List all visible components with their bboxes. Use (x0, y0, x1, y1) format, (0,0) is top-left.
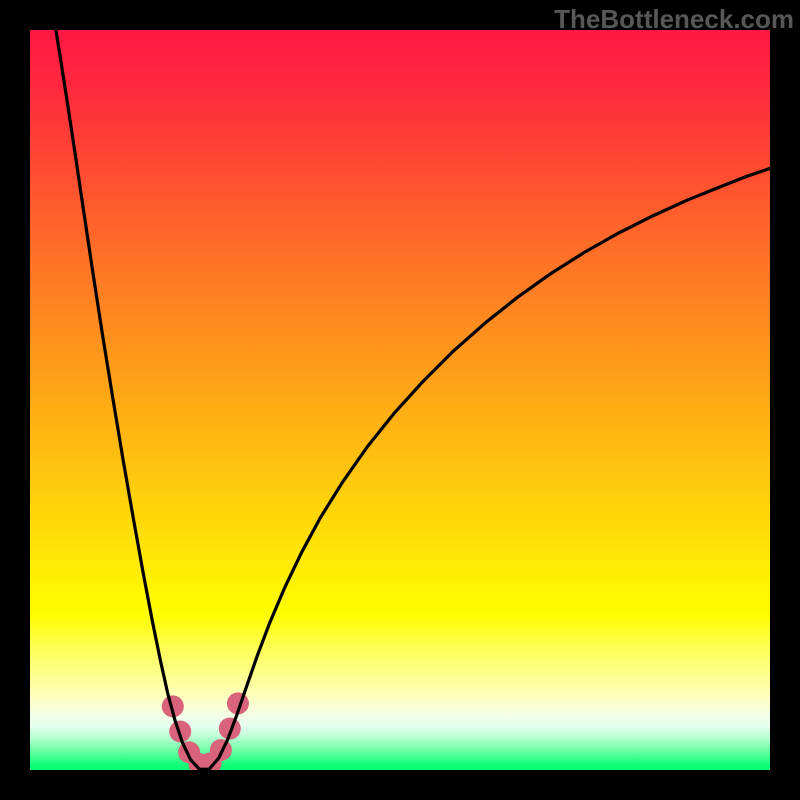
marker-group (162, 692, 249, 770)
curve-layer (30, 30, 770, 770)
watermark-text: TheBottleneck.com (554, 4, 794, 35)
plot-area (30, 30, 770, 770)
bottleneck-curve (56, 30, 770, 769)
chart-frame: TheBottleneck.com (0, 0, 800, 800)
